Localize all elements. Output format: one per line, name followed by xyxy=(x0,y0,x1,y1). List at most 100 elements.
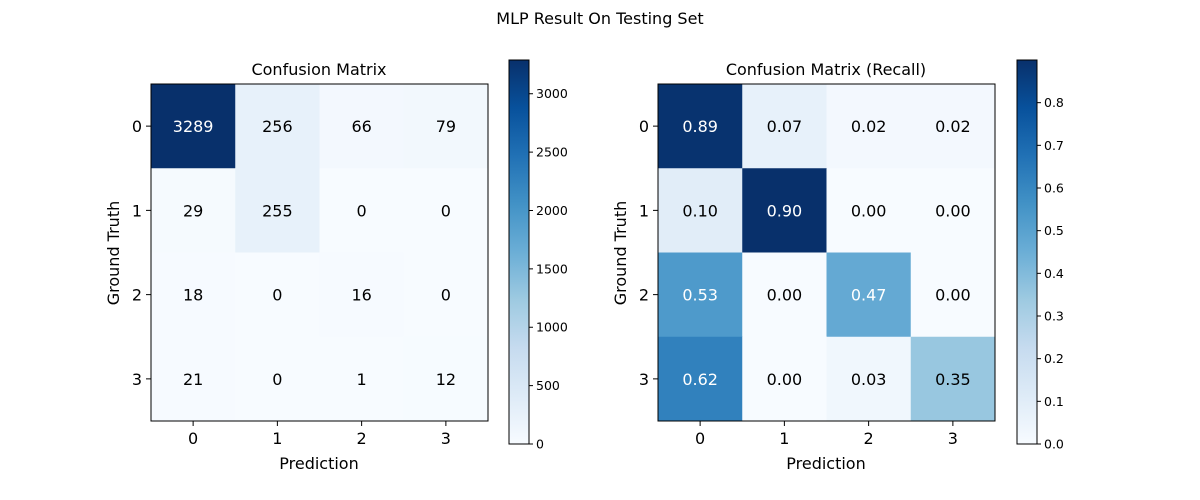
heatmap-cell xyxy=(319,168,405,253)
heatmap-cell xyxy=(910,336,996,422)
x-tick-label: 3 xyxy=(948,429,958,448)
cell-value-label: 0.10 xyxy=(682,201,718,220)
cell-value-label: 0.00 xyxy=(935,286,971,305)
heatmap-cell xyxy=(151,84,236,169)
colorbar-tick-label: 0.8 xyxy=(1044,95,1064,110)
cell-value-label: 0 xyxy=(272,286,282,305)
colorbar-tick-label: 0.0 xyxy=(1044,437,1064,452)
cell-value-label: 0 xyxy=(357,201,367,220)
x-tick-label: 3 xyxy=(441,429,451,448)
cell-value-label: 18 xyxy=(183,286,203,305)
y-axis-label: Ground Truth xyxy=(611,201,630,306)
cell-value-label: 0.00 xyxy=(935,201,971,220)
colorbar: 0 500 1000 1500 2000 2500 3000 xyxy=(508,59,568,452)
colorbar-tick-label: 2000 xyxy=(536,203,568,218)
heatmap-cell xyxy=(319,84,405,169)
y-tick-label: 0 xyxy=(132,117,142,136)
y-tick-label: 0 xyxy=(639,117,649,136)
heatmap-cell xyxy=(742,252,827,338)
heatmap-cell xyxy=(235,336,320,422)
heatmap-cell xyxy=(319,252,405,338)
heatmap-cells xyxy=(658,84,996,422)
chart-title: Confusion Matrix (Recall) xyxy=(726,60,926,79)
figure-title: MLP Result On Testing Set xyxy=(496,9,703,28)
y-tick-label: 2 xyxy=(132,286,142,305)
heatmap-cell xyxy=(742,84,827,169)
colorbar-tick-label: 0.7 xyxy=(1044,138,1064,153)
colorbar-tick-label: 1500 xyxy=(536,261,568,276)
heatmap-cell xyxy=(910,84,996,169)
heatmap-cell xyxy=(235,168,320,253)
cell-value-labels: 0.89 0.07 0.02 0.02 0.10 0.90 0.00 0.00 0.53 0.00… xyxy=(682,117,970,389)
confusion-matrix-counts: Confusion Matrix Prediction Ground Truth… xyxy=(104,59,568,473)
cell-value-label: 0 xyxy=(272,370,282,389)
y-axis-label: Ground Truth xyxy=(104,201,123,306)
x-tick-label: 2 xyxy=(357,429,367,448)
heatmap-cell xyxy=(826,336,912,422)
axis-ticks: 0 1 2 3 0 1 2 3 xyxy=(132,117,451,448)
heatmap-cell xyxy=(235,84,320,169)
cell-value-label: 0.62 xyxy=(682,370,718,389)
heatmap-cell xyxy=(151,252,236,338)
plot-frame xyxy=(150,83,489,422)
cell-value-label: 29 xyxy=(183,201,203,220)
cell-value-label: 0 xyxy=(441,286,451,305)
colorbar-tick-label: 2500 xyxy=(536,145,568,160)
cell-value-label: 12 xyxy=(436,370,456,389)
y-tick-label: 1 xyxy=(639,201,649,220)
cell-value-label: 0.02 xyxy=(851,117,887,136)
cell-value-labels: 3289 256 66 79 29 255 0 0 18 0 16 0 21 0 1 12 xyxy=(173,117,456,389)
cell-value-label: 0.00 xyxy=(767,286,803,305)
cell-value-label: 16 xyxy=(351,286,371,305)
x-tick-label: 0 xyxy=(695,429,705,448)
colorbar-gradient xyxy=(1016,59,1038,445)
heatmap-cell xyxy=(910,252,996,338)
cell-value-label: 0.00 xyxy=(767,370,803,389)
x-axis-label: Prediction xyxy=(786,454,865,473)
heatmap-cell xyxy=(826,168,912,253)
cell-value-label: 79 xyxy=(436,117,456,136)
cell-value-label: 255 xyxy=(262,201,293,220)
cell-value-label: 66 xyxy=(351,117,371,136)
heatmap-cell xyxy=(319,336,405,422)
heatmap-cell xyxy=(658,336,743,422)
axis-ticks: 0 1 2 3 0 1 2 3 xyxy=(639,117,958,448)
cell-value-label: 0.00 xyxy=(851,201,887,220)
colorbar-tick-label: 1000 xyxy=(536,320,568,335)
heatmap-cell xyxy=(151,168,236,253)
heatmap-cell xyxy=(403,336,489,422)
heatmap-cell xyxy=(826,252,912,338)
x-axis-label: Prediction xyxy=(279,454,358,473)
x-tick-label: 1 xyxy=(272,429,282,448)
heatmap-cell xyxy=(403,168,489,253)
y-tick-label: 1 xyxy=(132,201,142,220)
x-tick-label: 2 xyxy=(864,429,874,448)
colorbar: 0.0 0.1 0.2 0.3 0.4 0.5 0.6 0.7 0.8 xyxy=(1016,59,1064,452)
heatmap-cell xyxy=(742,336,827,422)
heatmap-cell xyxy=(658,168,743,253)
heatmap-cell xyxy=(235,252,320,338)
heatmap-cell xyxy=(151,336,236,422)
colorbar-tick-label: 500 xyxy=(536,378,560,393)
cell-value-label: 21 xyxy=(183,370,203,389)
colorbar-tick-label: 0.6 xyxy=(1044,181,1064,196)
x-tick-label: 0 xyxy=(188,429,198,448)
heatmap-cell xyxy=(826,84,912,169)
plot-frame xyxy=(657,83,996,422)
x-tick-label: 1 xyxy=(779,429,789,448)
cell-value-label: 0.90 xyxy=(767,201,803,220)
colorbar-tick-label: 0.3 xyxy=(1044,309,1064,324)
cell-value-label: 0.89 xyxy=(682,117,718,136)
cell-value-label: 3289 xyxy=(173,117,214,136)
cell-value-label: 0.07 xyxy=(767,117,803,136)
colorbar-tick-label: 3000 xyxy=(536,86,568,101)
heatmap-cell xyxy=(403,84,489,169)
cell-value-label: 256 xyxy=(262,117,293,136)
cell-value-label: 0 xyxy=(441,201,451,220)
cell-value-label: 0.03 xyxy=(851,370,887,389)
heatmap-cell xyxy=(658,84,743,169)
heatmap-cell xyxy=(742,168,827,253)
chart-title: Confusion Matrix xyxy=(251,60,386,79)
cell-value-label: 0.02 xyxy=(935,117,971,136)
heatmap-cell xyxy=(910,168,996,253)
